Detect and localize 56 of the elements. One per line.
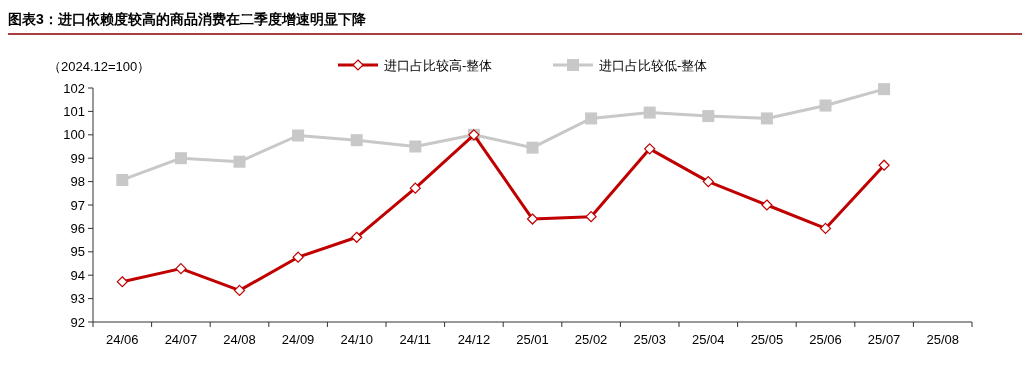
point [292,129,305,142]
point [233,284,246,297]
point [526,141,539,154]
point [292,251,304,263]
point [761,199,773,211]
point [351,231,363,243]
x-tick-label: 25/03 [633,332,666,347]
x-tick-label: 24/07 [164,332,198,347]
y-tick-label: 101 [63,103,85,119]
x-tick-label: 25/01 [516,332,549,347]
point [174,152,187,165]
point [702,176,714,188]
y-tick-label: 95 [70,244,85,260]
point [116,173,129,186]
y-tick-label: 96 [70,220,85,236]
x-tick-label: 25/06 [809,332,842,347]
point [760,112,773,125]
y-tick-label: 93 [70,291,85,307]
y-axis-title: （2024.12=100） [48,59,151,74]
x-tick-label: 24/08 [223,332,256,347]
point [585,112,598,125]
point [409,182,421,194]
point [409,140,422,153]
legend-label: 进口占比较高-整体 [384,57,493,73]
x-tick-label: 24/09 [281,332,315,347]
point [702,110,715,123]
x-tick-label: 24/11 [399,332,432,347]
y-tick-label: 99 [70,150,85,166]
point [819,222,832,234]
point [526,213,539,225]
point [116,276,128,288]
x-tick-label: 24/12 [457,332,491,347]
x-tick-label: 25/07 [867,332,901,347]
point [878,83,891,96]
y-tick-label: 97 [70,197,85,213]
point [644,143,656,155]
legend-label: 进口占比较低-整体 [599,57,708,73]
y-tick-label: 94 [70,267,85,283]
y-tick-label: 100 [63,127,85,143]
x-tick-label: 25/08 [926,332,959,347]
x-tick-label: 24/10 [340,332,373,347]
x-tick-label: 25/05 [750,332,784,347]
point [878,159,890,171]
point [643,106,656,119]
point [819,99,832,112]
x-tick-label: 25/04 [692,332,725,347]
point [233,155,246,168]
y-tick-label: 92 [70,314,85,330]
point [585,211,597,223]
x-tick-label: 24/06 [106,332,139,347]
x-tick-label: 25/02 [574,332,608,347]
y-tick-label: 102 [63,80,85,96]
point [350,134,363,147]
chart-title: 图表3：进口依赖度较高的商品消费在二季度增速明显下降 [8,11,367,27]
y-tick-label: 98 [70,174,85,190]
point [175,263,187,275]
